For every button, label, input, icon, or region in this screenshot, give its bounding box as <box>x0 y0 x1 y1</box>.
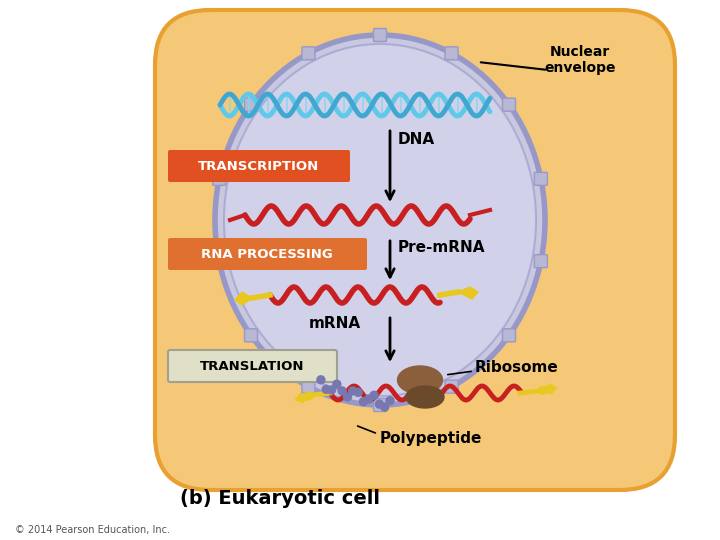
Circle shape <box>323 386 330 393</box>
Polygon shape <box>458 287 478 299</box>
FancyBboxPatch shape <box>155 10 675 490</box>
FancyBboxPatch shape <box>445 380 458 393</box>
Text: © 2014 Pearson Education, Inc.: © 2014 Pearson Education, Inc. <box>15 525 170 535</box>
Circle shape <box>359 397 367 406</box>
FancyBboxPatch shape <box>445 47 458 60</box>
FancyBboxPatch shape <box>503 329 516 342</box>
Circle shape <box>338 387 346 395</box>
Circle shape <box>333 380 341 388</box>
Circle shape <box>365 395 373 403</box>
FancyArrow shape <box>295 392 313 403</box>
Polygon shape <box>235 292 252 305</box>
Circle shape <box>381 403 389 411</box>
Text: TRANSCRIPTION: TRANSCRIPTION <box>199 159 320 172</box>
Text: Polypeptide: Polypeptide <box>380 430 482 445</box>
FancyArrow shape <box>539 384 557 394</box>
FancyBboxPatch shape <box>245 98 258 111</box>
FancyBboxPatch shape <box>212 172 225 185</box>
FancyBboxPatch shape <box>168 150 350 182</box>
FancyBboxPatch shape <box>302 47 315 60</box>
Ellipse shape <box>406 386 444 408</box>
Text: Nuclear
envelope: Nuclear envelope <box>544 45 616 75</box>
FancyBboxPatch shape <box>534 255 547 268</box>
Text: DNA: DNA <box>398 132 435 147</box>
FancyBboxPatch shape <box>302 380 315 393</box>
FancyBboxPatch shape <box>168 350 337 382</box>
Ellipse shape <box>397 366 443 394</box>
Circle shape <box>328 386 336 394</box>
FancyBboxPatch shape <box>212 255 225 268</box>
FancyBboxPatch shape <box>245 329 258 342</box>
Ellipse shape <box>215 35 545 405</box>
Text: RNA PROCESSING: RNA PROCESSING <box>201 247 333 260</box>
Circle shape <box>343 393 351 401</box>
Circle shape <box>386 397 394 404</box>
FancyBboxPatch shape <box>534 172 547 185</box>
Circle shape <box>375 400 383 408</box>
FancyBboxPatch shape <box>374 399 387 411</box>
Circle shape <box>348 387 357 395</box>
FancyBboxPatch shape <box>374 29 387 42</box>
Circle shape <box>354 388 362 396</box>
Circle shape <box>317 376 325 384</box>
Text: mRNA: mRNA <box>309 315 361 330</box>
Text: (b) Eukaryotic cell: (b) Eukaryotic cell <box>180 489 380 508</box>
FancyBboxPatch shape <box>503 98 516 111</box>
Ellipse shape <box>224 44 536 396</box>
Circle shape <box>370 392 378 399</box>
FancyBboxPatch shape <box>168 238 367 270</box>
Text: Ribosome: Ribosome <box>475 361 559 375</box>
Text: TRANSLATION: TRANSLATION <box>200 360 305 373</box>
Text: Pre-mRNA: Pre-mRNA <box>398 240 485 255</box>
